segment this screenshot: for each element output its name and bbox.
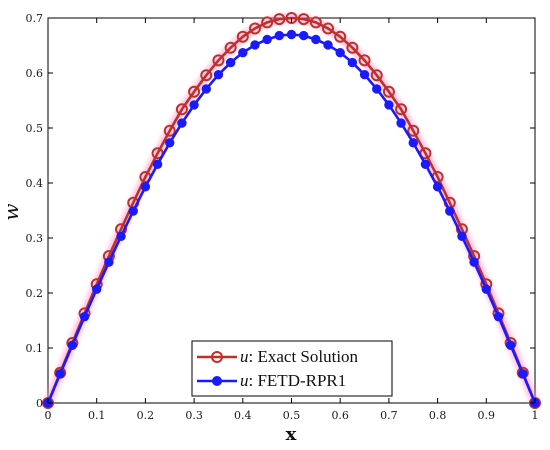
y-axis-label: w: [0, 203, 23, 220]
x-tick-label: 0.5: [283, 409, 301, 422]
data-point-fetd: [481, 284, 491, 294]
legend-label-exact: u: Exact Solution: [240, 347, 359, 366]
data-point-fetd: [432, 182, 443, 192]
x-tick-label: 0: [45, 409, 52, 422]
data-point-fetd: [238, 47, 248, 58]
data-point-fetd: [286, 29, 297, 40]
data-point-exact: [175, 103, 188, 116]
data-point-fetd: [67, 340, 78, 350]
data-point-exact: [382, 85, 395, 98]
data-point-fetd: [165, 138, 175, 148]
x-tick-label: 1: [532, 409, 539, 422]
legend-item-exact: u: Exact Solution: [197, 347, 359, 366]
y-tick-label: 0.3: [26, 232, 44, 245]
data-point-exact: [346, 41, 359, 54]
data-point-fetd: [104, 257, 114, 267]
data-point-fetd: [55, 369, 65, 379]
x-tick-label: 0.7: [380, 409, 398, 422]
data-point-fetd: [396, 118, 406, 128]
legend-marker-fetd: [212, 376, 222, 386]
data-point-fetd: [250, 40, 260, 50]
data-point-fetd: [335, 47, 345, 58]
y-tick-label: 0.2: [26, 287, 44, 300]
data-point-exact: [163, 124, 176, 137]
data-point-exact: [224, 41, 237, 54]
series-fetd: [43, 29, 540, 408]
data-point-fetd: [92, 284, 102, 294]
data-point-fetd: [372, 84, 382, 94]
series-layer: [42, 12, 541, 409]
data-point-fetd: [493, 311, 504, 322]
data-point-fetd: [274, 30, 285, 41]
data-point-exact: [322, 22, 335, 35]
y-tick-label: 0.5: [26, 122, 44, 135]
data-point-exact: [261, 16, 274, 29]
data-point-exact: [200, 69, 213, 82]
legend-label-fetd: u: FETD-RPR1: [240, 371, 346, 390]
y-tick-label: 0.1: [26, 342, 44, 355]
data-point-exact: [407, 124, 420, 137]
legend-item-fetd: u: FETD-RPR1: [197, 371, 346, 390]
data-point-fetd: [445, 206, 455, 216]
y-tick-label: 0.4: [26, 177, 44, 190]
data-point-exact: [370, 69, 383, 82]
y-tick-label: 0: [36, 397, 43, 410]
x-tick-label: 0.3: [185, 409, 203, 422]
data-point-fetd: [201, 84, 211, 94]
x-tick-label: 0.9: [478, 409, 496, 422]
data-point-fetd: [116, 231, 126, 242]
data-point-fetd: [384, 100, 394, 110]
x-tick-label: 0.4: [234, 409, 252, 422]
data-point-exact: [395, 103, 408, 116]
data-point-exact: [188, 85, 201, 98]
data-point-fetd: [457, 231, 467, 242]
data-point-fetd: [359, 69, 370, 80]
data-point-exact: [248, 22, 261, 35]
data-point-fetd: [189, 100, 199, 110]
data-point-fetd: [408, 138, 418, 148]
data-point-exact: [297, 13, 310, 26]
x-tick-label: 0.6: [331, 409, 349, 422]
data-point-fetd: [140, 182, 151, 192]
data-point-fetd: [128, 206, 138, 216]
data-point-exact: [334, 30, 347, 43]
legend-box: [191, 340, 393, 397]
data-point-exact: [309, 16, 322, 29]
data-point-fetd: [262, 34, 272, 45]
y-tick-label: 0.7: [26, 12, 44, 25]
data-point-fetd: [469, 257, 479, 267]
data-point-fetd: [323, 40, 333, 50]
data-point-fetd: [298, 30, 309, 41]
data-point-exact: [212, 54, 225, 67]
data-point-fetd: [79, 311, 90, 322]
data-point-fetd: [225, 57, 236, 68]
data-point-fetd: [213, 69, 224, 80]
data-point-fetd: [311, 34, 321, 45]
data-point-fetd: [518, 369, 528, 379]
data-point-fetd: [152, 159, 163, 170]
data-point-fetd: [347, 57, 358, 68]
data-point-fetd: [177, 118, 187, 128]
x-tick-label: 0.1: [88, 409, 106, 422]
legend: u: Exact Solution u: FETD-RPR1: [191, 340, 393, 397]
y-tick-label: 0.6: [26, 67, 44, 80]
legend-marker-exact: [211, 351, 223, 363]
data-point-exact: [236, 30, 249, 43]
data-point-fetd: [505, 340, 516, 350]
x-tick-label: 0.8: [429, 409, 447, 422]
y-axis: 0 0.1 0.2 0.3 0.4 0.5 0.6 0.7: [26, 12, 535, 410]
data-point-exact: [273, 13, 286, 26]
x-tick-label: 0.2: [137, 409, 155, 422]
x-axis: 0 0.1 0.2 0.3 0.4 0.5 0.6 0.7 0.8 0.9 1: [45, 18, 539, 422]
data-point-exact: [358, 54, 371, 67]
data-point-fetd: [420, 159, 431, 170]
x-axis-label: x: [286, 424, 297, 445]
